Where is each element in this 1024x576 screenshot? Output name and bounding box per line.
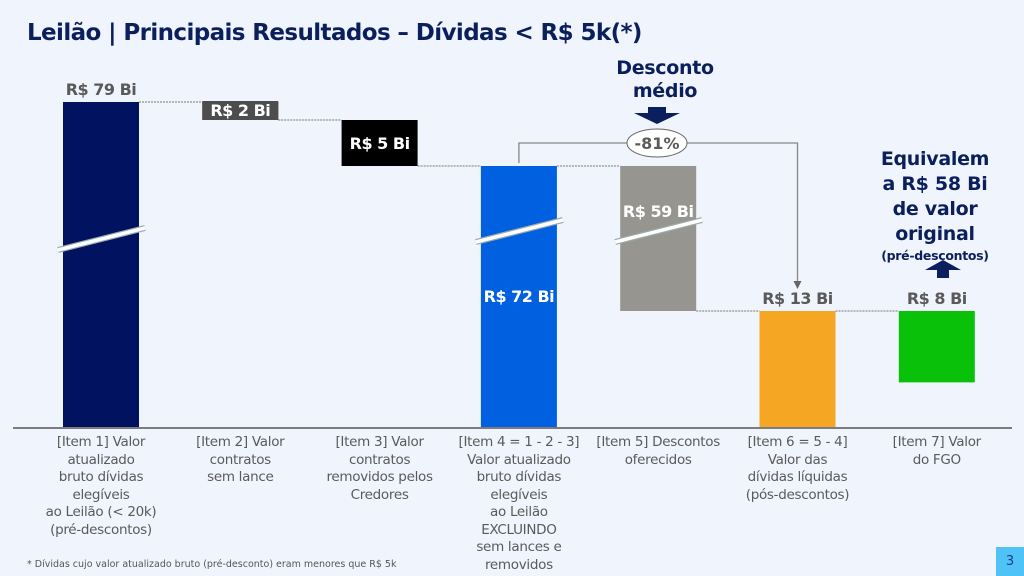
page-title: Leilão | Principais Resultados – Dívidas…: [27, 20, 642, 46]
category-label-item-5: [Item 5] Descontos oferecidos: [596, 434, 720, 468]
discount-badge: [626, 128, 688, 158]
bar-item-4: [480, 166, 557, 427]
page-number: 3: [996, 547, 1024, 576]
data-label-box: [202, 101, 279, 120]
equivalent-line-3: de valor: [892, 198, 978, 220]
footnote: * Dívidas cujo valor atualizado bruto (p…: [27, 559, 397, 570]
data-label-item-2: R$ 2 Bi: [210, 101, 270, 120]
equivalent-line-2: a R$ 58 Bi: [882, 173, 988, 195]
bar-item-7: [898, 311, 975, 383]
equivalent-annotation: Equivalem a R$ 58 Bi de valor original (…: [860, 147, 1010, 265]
bar-item-3: [341, 120, 418, 166]
data-label-item-4: R$ 72 Bi: [484, 287, 555, 306]
category-label-item-7: [Item 7] Valor do FGO: [892, 434, 982, 468]
axis-break-mark: [57, 226, 146, 252]
equivalent-note: (pré-descontos): [881, 248, 989, 263]
discount-value: -81%: [635, 134, 680, 153]
category-label-item-4: [Item 4 = 1 - 2 - 3] Valor atualizado br…: [458, 434, 580, 573]
up-arrow-icon: [925, 260, 961, 278]
equivalent-line-4: original: [895, 223, 975, 245]
category-label-item-1: [Item 1] Valor atualizado bruto dívidas …: [45, 434, 157, 538]
category-label-item-3: [Item 3] Valor contratos removidos pelos…: [326, 434, 433, 503]
data-label-item-1: R$ 79 Bi: [66, 80, 137, 99]
bar-item-6: [759, 311, 836, 427]
discount-annotation-title: Desconto médio: [616, 57, 714, 102]
bracket-arrowhead: [793, 281, 802, 289]
data-label-item-7: R$ 8 Bi: [907, 289, 967, 308]
axis-break-mark: [475, 218, 564, 244]
axis-break-mark: [614, 218, 703, 244]
data-label-item-6: R$ 13 Bi: [762, 289, 833, 308]
category-label-item-6: [Item 6 = 5 - 4] Valor das dívidas líqui…: [745, 434, 850, 503]
data-label-item-5: R$ 59 Bi: [623, 202, 694, 221]
category-label-item-2: [Item 2] Valor contratos sem lance: [196, 434, 285, 485]
down-arrow-icon: [634, 107, 680, 124]
data-label-item-3: R$ 5 Bi: [350, 134, 410, 153]
equivalent-line-1: Equivalem: [880, 148, 990, 170]
bar-item-1: [63, 102, 139, 427]
